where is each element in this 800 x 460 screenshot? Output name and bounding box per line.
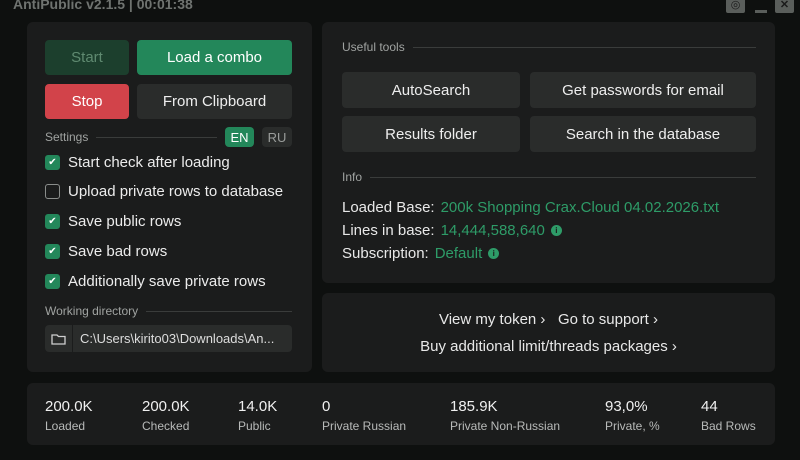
useful-tools-label: Useful tools (342, 40, 405, 54)
stat-checked: 200.0K Checked (142, 398, 190, 433)
divider (412, 46, 756, 48)
info-section: Info (342, 170, 756, 184)
stop-button[interactable]: Stop (45, 84, 129, 119)
stat-value: 0 (322, 398, 331, 415)
stat-private-non-russian: 185.9K Private Non-Russian (450, 398, 560, 433)
option-save-public[interactable]: ✔ Save public rows (45, 213, 181, 230)
view-token-link[interactable]: View my token › (438, 311, 546, 328)
minimize-icon[interactable] (755, 10, 767, 13)
option-save-private[interactable]: ✔ Additionally save private rows (45, 273, 266, 290)
subscription-value: Default (434, 245, 483, 262)
stat-label: Private Russian (322, 419, 407, 433)
stat-label: Private, % (605, 419, 660, 433)
settings-section: Settings (45, 130, 217, 144)
checkbox-checked-icon[interactable]: ✔ (45, 274, 60, 289)
option-start-check[interactable]: ✔ Start check after loading (45, 154, 230, 171)
loaded-base-label: Loaded Base: (342, 199, 435, 216)
info-label: Info (342, 170, 363, 184)
option-upload-private[interactable]: Upload private rows to database (45, 183, 283, 200)
lines-label: Lines in base: (342, 222, 435, 239)
stat-bad-rows: 44 Bad Rows (701, 398, 756, 433)
option-label: Save bad rows (68, 243, 168, 260)
start-button[interactable]: Start (45, 40, 129, 75)
stat-private-percent: 93,0% Private, % (605, 398, 660, 433)
option-label: Save public rows (68, 213, 182, 230)
stats-panel (27, 383, 775, 445)
loaded-base-row: Loaded Base: 200k Shopping Crax.Cloud 04.… (342, 199, 719, 216)
option-label: Additionally save private rows (68, 273, 266, 290)
info-icon[interactable]: i (488, 248, 500, 259)
close-icon[interactable]: ✕ (775, 0, 794, 13)
option-label: Start check after loading (68, 154, 230, 171)
option-label: Upload private rows to database (68, 183, 284, 200)
subscription-label: Subscription: (342, 245, 429, 262)
stat-private-russian: 0 Private Russian (322, 398, 406, 433)
get-passwords-button[interactable]: Get passwords for email (530, 72, 756, 108)
search-database-button[interactable]: Search in the database (530, 116, 756, 152)
from-clipboard-button[interactable]: From Clipboard (137, 84, 292, 119)
divider (370, 176, 756, 178)
results-folder-button[interactable]: Results folder (342, 116, 520, 152)
info-icon[interactable]: i (550, 225, 562, 236)
stat-value: 44 (701, 398, 718, 415)
tools-panel (322, 22, 775, 283)
checkbox-checked-icon[interactable]: ✔ (45, 155, 60, 170)
checkbox-unchecked-icon[interactable] (45, 184, 60, 199)
buy-packages-link[interactable]: Buy additional limit/threads packages › (420, 338, 677, 355)
window-title: AntiPublic v2.1.5 | 00:01:38 (13, 0, 193, 12)
stat-label: Bad Rows (701, 419, 756, 433)
working-directory-value: C:\Users\kirito03\Downloads\An... (80, 331, 275, 346)
camera-icon[interactable]: ◎ (726, 0, 745, 13)
stat-label: Private Non-Russian (450, 419, 561, 433)
stat-label: Public (238, 419, 271, 433)
stat-loaded: 200.0K Loaded (45, 398, 93, 433)
divider (146, 310, 292, 312)
load-combo-button[interactable]: Load a combo (137, 40, 292, 75)
useful-tools-section: Useful tools (342, 40, 756, 54)
working-directory-section: Working directory (45, 304, 292, 318)
stat-label: Loaded (45, 419, 86, 433)
working-directory-label: Working directory (45, 304, 139, 318)
checkbox-checked-icon[interactable]: ✔ (45, 214, 60, 229)
links-panel (322, 293, 775, 372)
left-panel (27, 22, 312, 372)
loaded-base-value: 200k Shopping Crax.Cloud 04.02.2026.txt (440, 199, 720, 216)
stat-value: 185.9K (450, 398, 498, 415)
stat-public: 14.0K Public (238, 398, 277, 433)
links-row-2: Buy additional limit/threads packages › (322, 338, 775, 355)
subscription-row: Subscription: Default i (342, 245, 500, 262)
lang-ru-button[interactable]: RU (262, 127, 292, 147)
lines-row: Lines in base: 14,444,588,640 i (342, 222, 562, 239)
links-row-1: View my token › Go to support › (322, 311, 775, 328)
autosearch-button[interactable]: AutoSearch (342, 72, 520, 108)
stat-label: Checked (142, 419, 190, 433)
folder-icon[interactable] (45, 325, 73, 352)
option-save-bad[interactable]: ✔ Save bad rows (45, 243, 167, 260)
lines-value: 14,444,588,640 (440, 222, 545, 239)
stat-value: 200.0K (45, 398, 93, 415)
stat-value: 93,0% (605, 398, 648, 415)
divider (96, 136, 217, 138)
stat-value: 200.0K (142, 398, 190, 415)
lang-en-button[interactable]: EN (225, 127, 254, 147)
working-directory-input[interactable]: C:\Users\kirito03\Downloads\An... (45, 325, 292, 352)
stat-value: 14.0K (238, 398, 278, 415)
settings-label: Settings (45, 130, 89, 144)
checkbox-checked-icon[interactable]: ✔ (45, 244, 60, 259)
support-link[interactable]: Go to support › (557, 311, 658, 328)
